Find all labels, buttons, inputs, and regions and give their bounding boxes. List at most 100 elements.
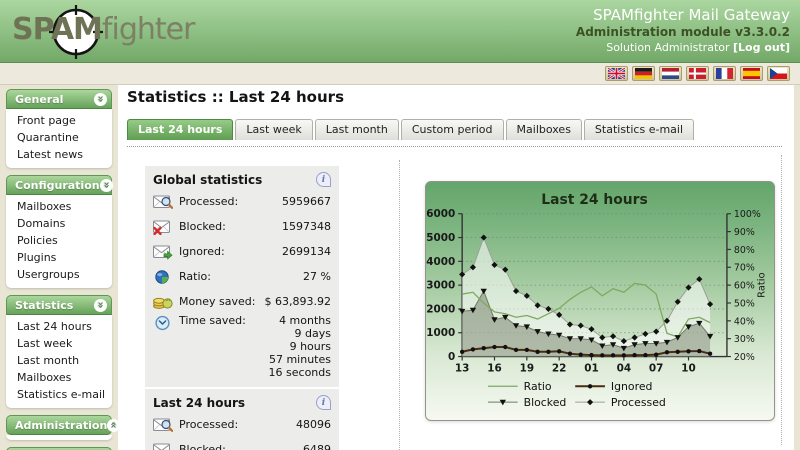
svg-text:5000: 5000 [426, 232, 455, 244]
stat-label: Money saved: [179, 295, 256, 308]
svg-text:90%: 90% [734, 227, 755, 238]
app-header: SPAMfighter SPAMfighter Mail Gateway Adm… [0, 0, 800, 63]
panel-title: Global statistics [153, 172, 263, 187]
money-icon [153, 293, 179, 310]
svg-text:13: 13 [455, 362, 469, 374]
sidebar: General » Front page Quarantine Latest news C… [0, 85, 121, 450]
sidebar-item-policies[interactable]: Policies [17, 234, 58, 247]
tab-mailboxes[interactable]: Mailboxes [505, 119, 582, 140]
tab-last-week[interactable]: Last week [235, 119, 313, 140]
flag-germany-icon[interactable] [632, 66, 655, 81]
flag-uk-icon[interactable] [605, 66, 628, 81]
sidebar-item-last-week[interactable]: Last week [17, 337, 73, 350]
language-bar [0, 63, 800, 85]
sidebar-item-last-month[interactable]: Last month [17, 354, 80, 367]
svg-text:30%: 30% [734, 334, 755, 345]
dotted-separator-horizontal [127, 146, 782, 147]
statistics-chart: Last 24 hours 0 1000 2000 3000 4000 5000 6000 20… [426, 192, 768, 409]
stat-value-line: 57 minutes [268, 353, 331, 366]
page-title: Statistics :: Last 24 hours [127, 88, 344, 106]
tab-custom-period[interactable]: Custom period [400, 119, 504, 140]
flag-spain-icon[interactable] [740, 66, 763, 81]
stat-row-ignored: Ignored: 2699134 [153, 239, 331, 264]
svg-text:07: 07 [649, 362, 663, 374]
sidebar-section-header-administration[interactable]: Administration» [6, 415, 121, 435]
ratio-pie-icon [153, 268, 179, 285]
tab-statistics-e-mail[interactable]: Statistics e-mail [583, 119, 695, 140]
svg-text:100%: 100% [734, 209, 761, 220]
envelope-processed-icon [153, 193, 179, 210]
stat-label: Blocked: [179, 443, 226, 450]
clock-icon [153, 314, 179, 331]
info-icon[interactable]: i [316, 172, 331, 187]
stat-row-money-saved: Money saved: $ 63,893.92 [153, 289, 331, 314]
sidebar-item-last-24-hours[interactable]: Last 24 hours [17, 320, 92, 333]
tab-last-24-hours[interactable]: Last 24 hours [127, 119, 234, 140]
logout-link[interactable]: [Log out] [733, 41, 790, 54]
logo-fighter-text: fighter [101, 12, 196, 47]
stat-label: Ratio: [179, 270, 211, 283]
svg-text:80%: 80% [734, 245, 755, 256]
svg-text:4000: 4000 [426, 256, 455, 268]
collapse-chevron-icon[interactable]: » [94, 298, 107, 312]
svg-text:Last 24 hours: Last 24 hours [541, 192, 647, 208]
stat-row-processed: Processed: 48096 [153, 412, 331, 437]
stat-label: Ignored: [179, 245, 225, 258]
info-icon[interactable]: i [316, 395, 331, 410]
collapse-chevron-icon[interactable]: » [99, 178, 113, 192]
envelope-processed-icon [153, 416, 179, 433]
sidebar-section-title: Configuration [15, 178, 100, 192]
svg-text:10: 10 [681, 362, 695, 374]
sidebar-section-help: Help» [6, 447, 112, 450]
envelope-ignored-icon [153, 243, 179, 260]
svg-text:16: 16 [487, 362, 501, 374]
sidebar-section-header-configuration[interactable]: Configuration» [6, 175, 113, 195]
sidebar-section-header-statistics[interactable]: Statistics » [6, 295, 112, 315]
last-24-hours-panel: Last 24 hours i Processed: 48096 Blocked: 6… [145, 389, 339, 450]
svg-text:3000: 3000 [426, 280, 455, 292]
sidebar-item-mailboxes[interactable]: Mailboxes [17, 371, 72, 384]
sidebar-section-general: General » Front page Quarantine Latest news [6, 89, 112, 168]
envelope-blocked-icon [153, 441, 179, 450]
flag-netherlands-icon[interactable] [659, 66, 682, 81]
sidebar-item-usergroups[interactable]: Usergroups [17, 268, 80, 281]
sidebar-section-configuration: Configuration» Mailboxes Domains Policies Pl… [6, 175, 113, 288]
svg-text:20%: 20% [734, 352, 755, 363]
logo-spam-text: SPAM [12, 12, 103, 47]
stat-value: 27 % [303, 270, 331, 283]
stat-row-blocked: Blocked: 1597348 [153, 214, 331, 239]
sidebar-item-mailboxes[interactable]: Mailboxes [17, 200, 72, 213]
svg-text:Ratio: Ratio [757, 272, 768, 297]
flag-czech-icon[interactable] [767, 66, 790, 81]
svg-text:Blocked: Blocked [524, 396, 567, 409]
sidebar-item-quarantine[interactable]: Quarantine [17, 131, 79, 144]
svg-text:22: 22 [552, 362, 566, 374]
svg-text:40%: 40% [734, 316, 755, 327]
flag-denmark-icon[interactable] [686, 66, 709, 81]
sidebar-item-domains[interactable]: Domains [17, 217, 66, 230]
svg-text:1000: 1000 [426, 327, 455, 339]
svg-text:6000: 6000 [426, 208, 455, 220]
sidebar-section-statistics: Statistics » Last 24 hours Last week Last mo… [6, 295, 112, 408]
sidebar-section-title: Administration [15, 418, 108, 432]
crosshair-icon [49, 5, 103, 59]
stat-value: 5959667 [282, 195, 331, 208]
sidebar-section-header-general[interactable]: General » [6, 89, 112, 109]
panel-title: Last 24 hours [153, 395, 246, 410]
svg-text:2000: 2000 [426, 303, 455, 315]
tab-last-month[interactable]: Last month [314, 119, 399, 140]
stat-label: Processed: [179, 195, 239, 208]
expand-chevron-icon[interactable]: » [107, 418, 121, 432]
stat-value: 1597348 [282, 220, 331, 233]
dotted-separator-left [399, 160, 400, 450]
sidebar-item-front-page[interactable]: Front page [17, 114, 76, 127]
sidebar-item-latest-news[interactable]: Latest news [17, 148, 83, 161]
sidebar-section-administration: Administration» [6, 415, 121, 440]
module-version: Administration module v3.3.0.2 [575, 25, 790, 39]
sidebar-item-plugins[interactable]: Plugins [17, 251, 57, 264]
sidebar-item-statistics-e-mail[interactable]: Statistics e-mail [17, 388, 106, 401]
stat-row-processed: Processed: 5959667 [153, 189, 331, 214]
collapse-chevron-icon[interactable]: » [94, 92, 107, 106]
flag-france-icon[interactable] [713, 66, 736, 81]
